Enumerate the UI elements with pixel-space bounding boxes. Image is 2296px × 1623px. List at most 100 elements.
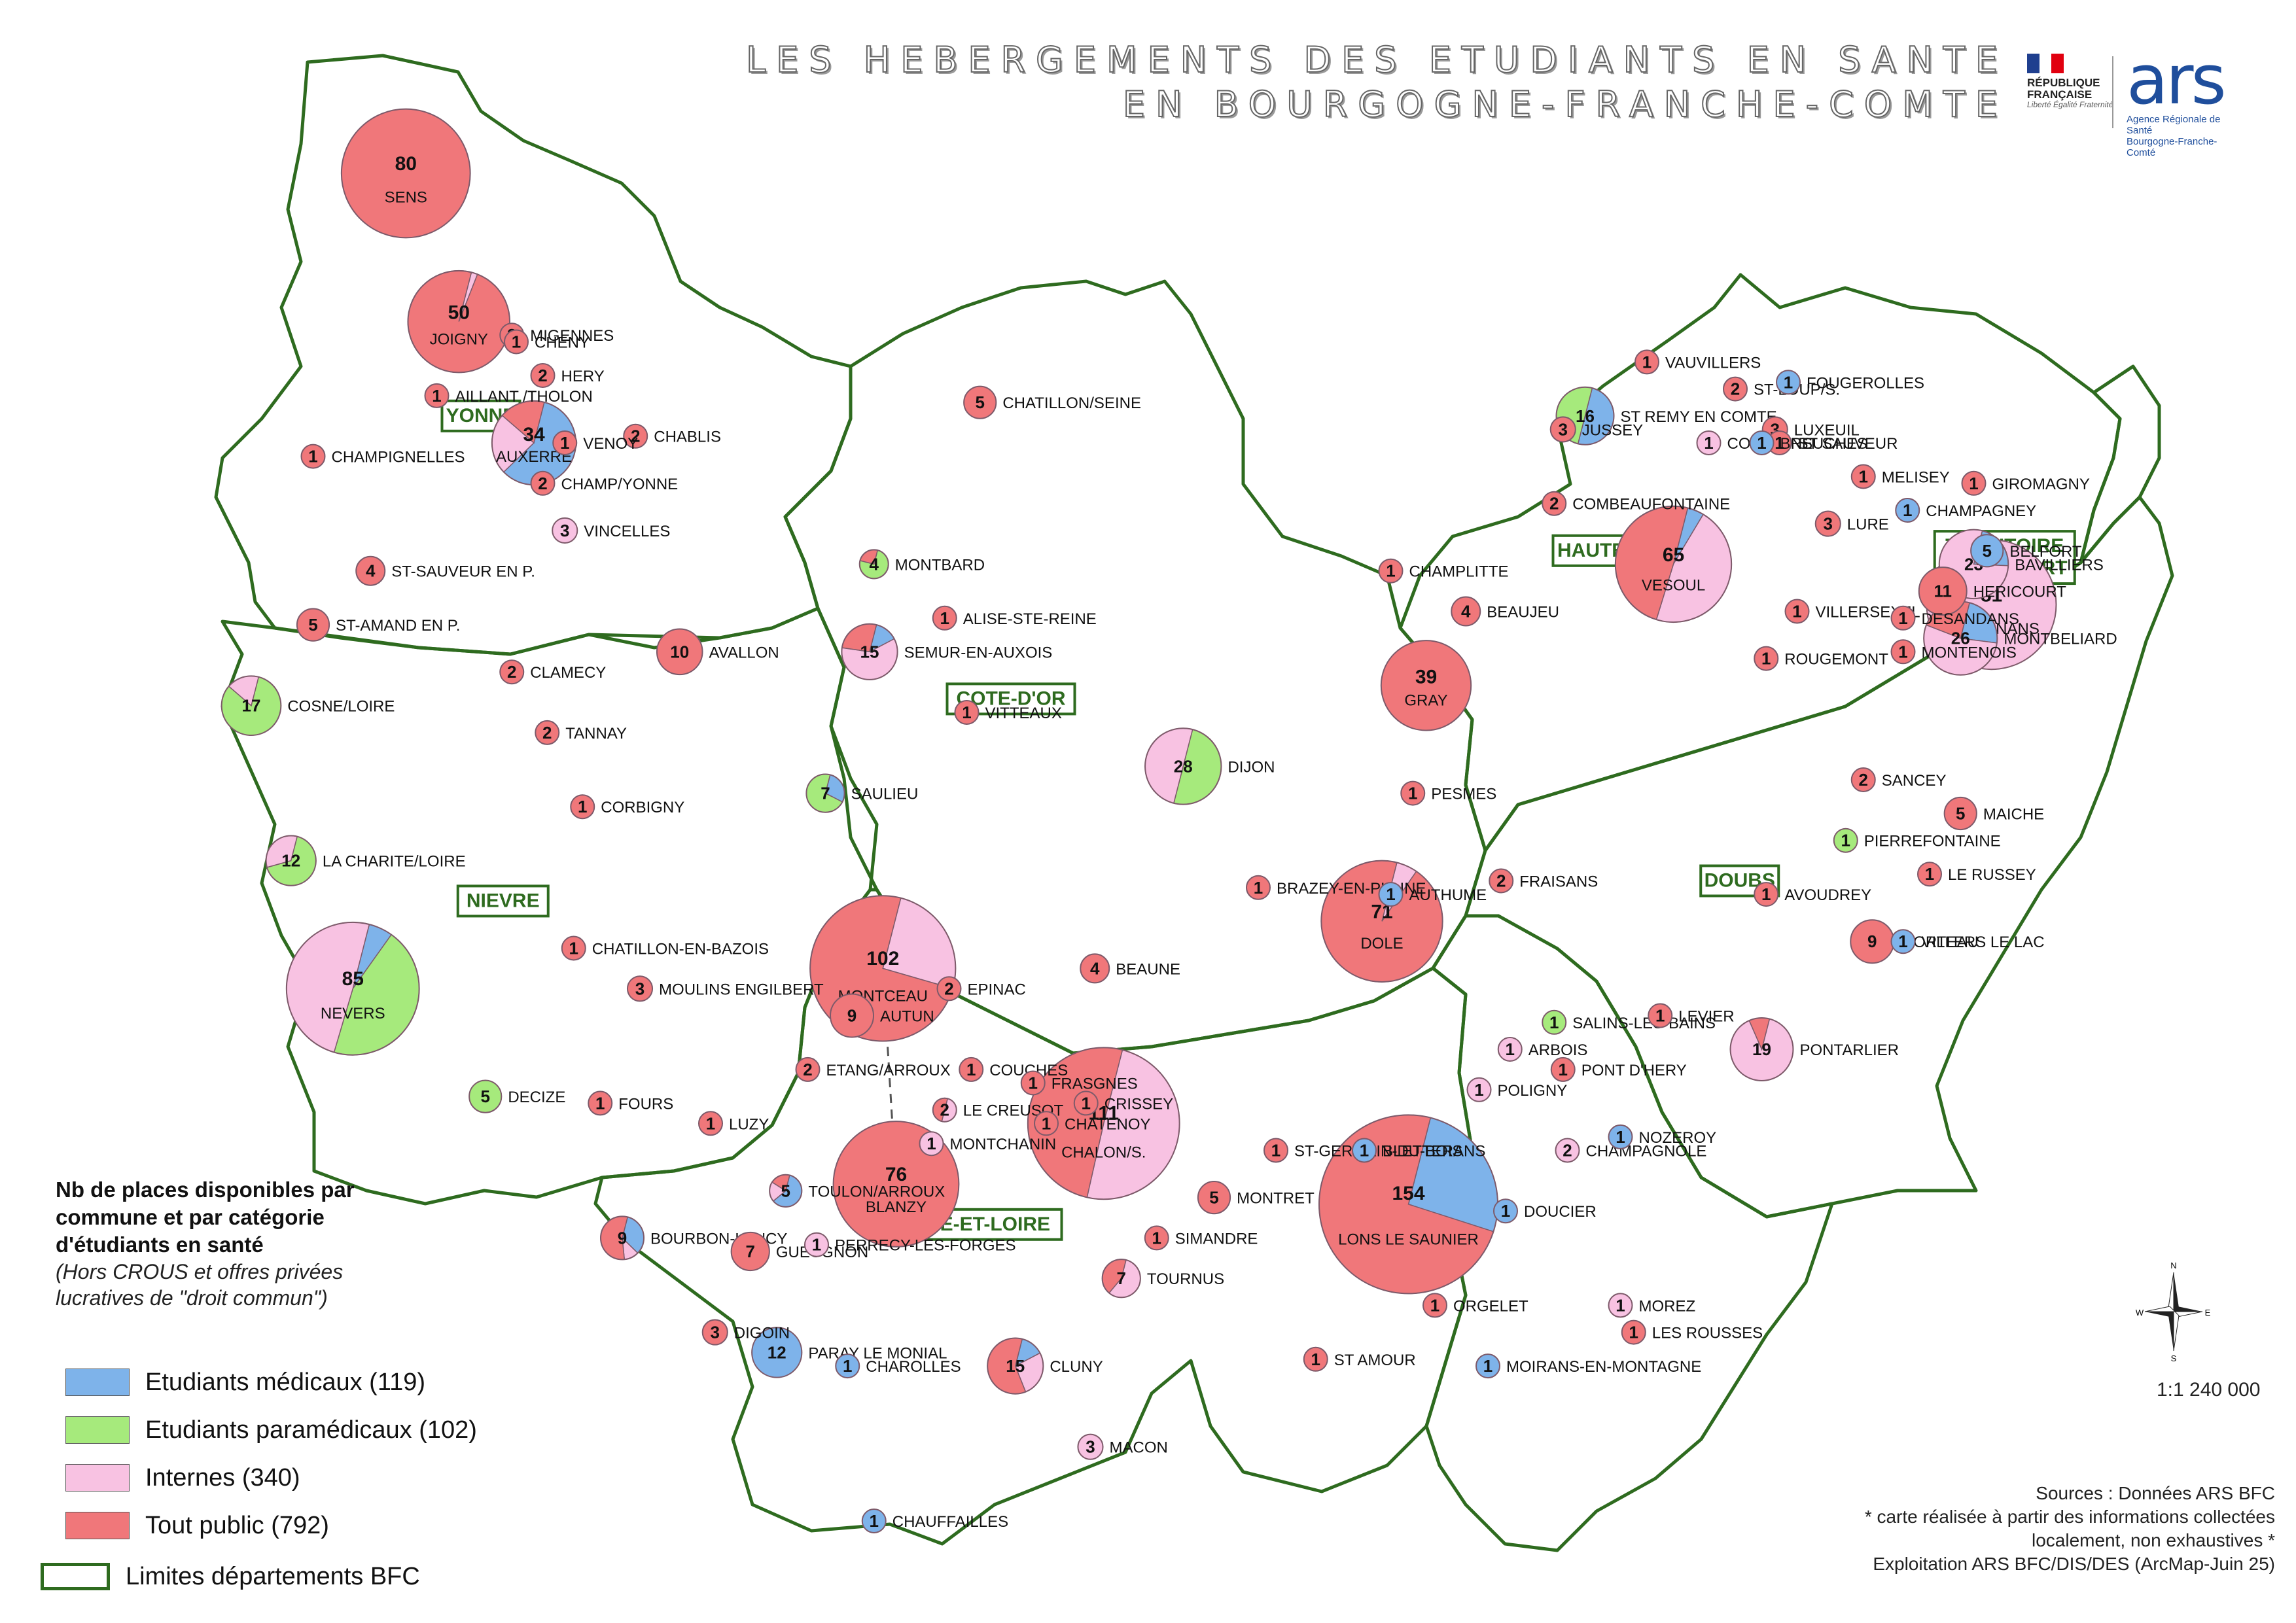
commune-value: 9 xyxy=(847,1006,857,1026)
commune-value: 17 xyxy=(242,696,261,716)
pie-slice-medical xyxy=(1970,534,2004,568)
commune-champignelles: 1 CHAMPIGNELLES xyxy=(300,444,465,469)
commune-value: 5 xyxy=(1983,541,1992,561)
commune-value: 76 xyxy=(885,1164,907,1185)
commune-value: 2 xyxy=(940,1100,949,1120)
legend-item-medical: Etudiants médicaux (119) xyxy=(65,1367,425,1397)
pie-slice-medical xyxy=(1475,1353,1500,1379)
commune-value: 5 xyxy=(781,1181,790,1200)
commune-name: MELISEY xyxy=(1882,469,1950,487)
pie-slice-public xyxy=(552,430,578,455)
commune-aillant-tholon: 1 AILLANT /THOLON xyxy=(424,383,593,408)
commune-name: SANCEY xyxy=(1882,772,1947,790)
commune-champ-yonne: 2 CHAMP/YONNE xyxy=(530,470,678,496)
pie-slice-interne xyxy=(1497,1037,1523,1062)
pie-slice-public xyxy=(656,628,703,676)
pie-slice-public xyxy=(499,659,525,685)
border-saoneetloire xyxy=(593,888,1474,1546)
pie-slice-public xyxy=(535,720,560,745)
commune-montret: 5 MONTRET xyxy=(1197,1181,1315,1215)
pie-slice-paramedical xyxy=(1833,828,1858,853)
commune-value: 3 xyxy=(635,979,645,998)
commune-giromagny: 1 GIROMAGNY xyxy=(1961,470,2090,496)
commune-name: ST REMY EN COMTE xyxy=(1621,408,1777,426)
pie-slice-public xyxy=(504,329,529,355)
pie-slice-public xyxy=(954,700,980,725)
legend-item-paramedical: Etudiants paramédicaux (102) xyxy=(65,1415,477,1445)
map-title-line2: EN BOURGOGNE-FRANCHE-COMTE xyxy=(1122,83,2008,126)
commune-name: AUTUN xyxy=(880,1008,934,1026)
commune-value: 16 xyxy=(1576,406,1595,426)
commune-bletterans: 1 BLETTERANS xyxy=(1352,1138,1485,1163)
commune-name: SEMUR-EN-AUXOIS xyxy=(904,644,1053,661)
commune-value: 1 xyxy=(1408,784,1417,803)
pie-slice-public xyxy=(1943,796,1977,831)
commune-name: AILLANT /THOLON xyxy=(455,388,593,406)
commune-name: VINCELLES xyxy=(584,523,670,540)
commune-value: 34 xyxy=(523,424,545,445)
pie-slice-public xyxy=(701,1319,728,1346)
commune-value: 3 xyxy=(560,521,569,540)
commune-hery: 2 HERY xyxy=(530,363,605,388)
republique-francaise-logo: RÉPUBLIQUE FRANÇAISE Liberté Égalité Fra… xyxy=(2027,54,2119,109)
pie-slice-medical xyxy=(1895,498,1920,523)
pie-slice-paramedical xyxy=(468,1079,503,1113)
pie-slice-public xyxy=(1080,953,1110,984)
commune-value: 1 xyxy=(1642,352,1651,372)
legend-item-interne: Internes (340) xyxy=(65,1463,300,1493)
commune-name: CRISSEY xyxy=(1104,1095,1173,1113)
commune-name: LE RUSSEY xyxy=(1948,866,2036,884)
commune-name: DIJON xyxy=(1227,758,1275,776)
commune-value: 1 xyxy=(1152,1228,1161,1248)
pie-slice-public xyxy=(530,470,556,496)
border-belfort xyxy=(2079,364,2161,565)
commune-vincelles: 3 VINCELLES xyxy=(552,517,670,544)
commune-champagney: 1 CHAMPAGNEY xyxy=(1895,498,2036,523)
commune-value: 15 xyxy=(860,642,879,661)
commune-fraisans: 2 FRAISANS xyxy=(1489,868,1598,894)
commune-name: BRAZEY-EN-PLAINE xyxy=(1277,880,1426,898)
department-label-nievre: NIEVRE xyxy=(456,884,550,918)
map-title-line1: LES HEBERGEMENTS DES ETUDIANTS EN SANTE xyxy=(745,39,2008,81)
commune-tournus: 7 TOURNUS xyxy=(1101,1259,1224,1299)
commune-value: 1 xyxy=(1474,1080,1483,1100)
commune-name: PESMES xyxy=(1431,786,1496,803)
commune-name: MACON xyxy=(1110,1439,1168,1457)
commune-name: SALINS-LES-BAINS xyxy=(1572,1015,1716,1032)
commune-value: 1 xyxy=(1761,649,1771,669)
commune-name: MONTCHANIN xyxy=(950,1136,1057,1153)
commune-name: CLUNY xyxy=(1050,1358,1103,1376)
legend-label-border: Limites départements BFC xyxy=(126,1562,420,1590)
commune-la-charite-loire: 12 LA CHARITE/LOIRE xyxy=(265,835,466,886)
commune-autun: 9 AUTUN xyxy=(830,993,934,1038)
commune-name: GIROMAGNY xyxy=(1992,476,2090,493)
commune-name: DESANDANS xyxy=(1922,610,2019,628)
commune-name: BELFORT xyxy=(2009,543,2082,561)
commune-name: NEVERS xyxy=(321,1005,385,1022)
commune-value: 2 xyxy=(538,366,547,385)
commune-name: BLETTERANS xyxy=(1383,1143,1485,1161)
commune-value: 1 xyxy=(1969,474,1978,493)
commune-value: 1 xyxy=(1655,1006,1665,1026)
commune-chatenoy: 1 CHATENOY xyxy=(1034,1111,1151,1136)
ars-sub2: Bourgogne-Franche-Comté xyxy=(2127,136,2217,158)
pie-slice-medical xyxy=(1749,430,1775,455)
commune-cluny: 15 CLUNY xyxy=(987,1337,1103,1395)
commune-vitteaux: 1 VITTEAUX xyxy=(954,700,1062,725)
commune-name: TOURNUS xyxy=(1147,1270,1224,1288)
commune-value: 1 xyxy=(1925,864,1934,884)
commune-lure: 3 LURE xyxy=(1814,510,1889,537)
commune-name: VITTEAUX xyxy=(985,705,1062,722)
legend: Nb de places disponibles par commune et … xyxy=(56,1176,396,1311)
commune-joigny: 50 JOIGNY xyxy=(407,270,511,374)
commune-value: 2 xyxy=(1549,494,1559,514)
commune-value: 39 xyxy=(1415,666,1437,688)
commune-value: 9 xyxy=(618,1228,627,1248)
commune-semur-en-auxois: 15 SEMUR-EN-AUXOIS xyxy=(841,623,1053,680)
commune-value: 1 xyxy=(1254,878,1263,898)
commune-pesmes: 1 PESMES xyxy=(1400,780,1496,806)
commune-lons-le-saunier: 154 LONS LE SAUNIER xyxy=(1318,1114,1499,1295)
commune-value: 1 xyxy=(308,447,317,466)
commune-salins-les-bains: 1 SALINS-LES-BAINS xyxy=(1542,1009,1716,1035)
commune-name: CHALON/S. xyxy=(1061,1143,1146,1161)
